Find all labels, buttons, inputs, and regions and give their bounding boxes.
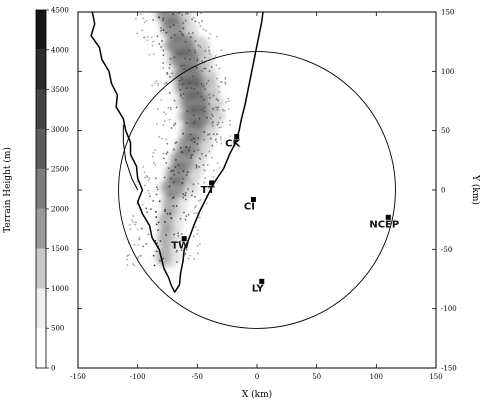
station-tt: TT <box>201 180 215 196</box>
terrain-height-colorbar: 0 500 1000 1500 2000 2500 3000 3500 4000 4500 <box>35 7 69 373</box>
station-markers: CK TT CI TW LY NCEP <box>171 134 399 294</box>
y-tick-label: 0 <box>441 187 445 195</box>
colorbar-segment <box>36 89 46 130</box>
station-marker-icon <box>234 134 240 140</box>
y-tick-label: -150 <box>441 365 457 373</box>
colorbar-segment <box>36 288 46 329</box>
terrain-shading <box>126 12 232 269</box>
colorbar-title: Terrain Height (m) <box>2 147 13 233</box>
y-axis-title: Y (km) <box>470 174 480 205</box>
colorbar-outline <box>35 9 47 369</box>
x-tick-label: -100 <box>130 373 146 381</box>
x-tick-label: 100 <box>370 373 383 381</box>
colorbar-tick-label: 2500 <box>51 166 69 174</box>
station-marker-icon <box>385 214 391 220</box>
coastline-path <box>90 12 264 293</box>
y-tick-label: -50 <box>441 246 452 254</box>
colorbar-segment <box>36 328 46 368</box>
x-tick-label: 150 <box>429 373 442 381</box>
x-tick-label: -150 <box>70 373 86 381</box>
y-tick-label: 150 <box>441 9 454 17</box>
radar-range-ring <box>118 51 396 329</box>
colorbar-segment <box>36 248 46 289</box>
station-ly: LY <box>252 278 265 294</box>
colorbar-tick-label: 4000 <box>51 46 69 54</box>
station-label: TT <box>201 185 215 196</box>
range-ring-circle <box>118 51 396 329</box>
station-marker-icon <box>259 278 265 284</box>
x-tick-label: -50 <box>192 373 203 381</box>
y-tick-label: -100 <box>441 305 457 313</box>
station-marker-icon <box>181 236 187 242</box>
coastline <box>90 12 264 293</box>
x-tick-label: 0 <box>255 373 259 381</box>
map-plot-area: CK TT CI TW LY NCEP <box>90 12 399 329</box>
colorbar-tick-label: 1500 <box>51 245 69 253</box>
colorbar-segment <box>36 208 46 249</box>
colorbar-tick-label: 4500 <box>51 7 69 15</box>
colorbar-tick-label: 0 <box>51 365 55 373</box>
y-axis-right: 150 100 50 0 -50 -100 -150 <box>78 9 457 373</box>
colorbar-tick-label: 2000 <box>51 205 69 213</box>
station-label: NCEP <box>369 219 399 230</box>
station-label: TW <box>171 241 189 252</box>
station-tw: TW <box>171 236 189 252</box>
colorbar-tick-label: 1000 <box>51 285 69 293</box>
x-axis: -150 -100 -50 0 50 100 150 <box>70 12 443 381</box>
y-tick-label: 100 <box>441 68 454 76</box>
station-marker-icon <box>250 196 256 202</box>
x-tick-label: 50 <box>312 373 321 381</box>
colorbar-tick-label: 3500 <box>51 86 69 94</box>
colorbar-tick-label: 500 <box>51 325 64 333</box>
coastline-segment <box>122 124 139 191</box>
y-tick-label: 50 <box>441 127 450 135</box>
colorbar-segment <box>36 169 46 209</box>
station-label: LY <box>252 283 265 294</box>
plot-frame <box>77 11 437 369</box>
station-marker-icon <box>209 180 215 186</box>
station-ci: CI <box>244 196 256 212</box>
terrain-high-core <box>154 12 225 269</box>
station-label: CI <box>244 201 255 212</box>
colorbar-segment <box>36 10 46 50</box>
station-ck: CK <box>225 134 242 150</box>
colorbar-segment <box>36 129 46 170</box>
station-ncep: NCEP <box>369 214 399 230</box>
colorbar-segment <box>36 49 46 90</box>
colorbar-tick-label: 3000 <box>51 126 69 134</box>
x-axis-title: X (km) <box>242 389 272 400</box>
station-label: CK <box>225 139 241 150</box>
